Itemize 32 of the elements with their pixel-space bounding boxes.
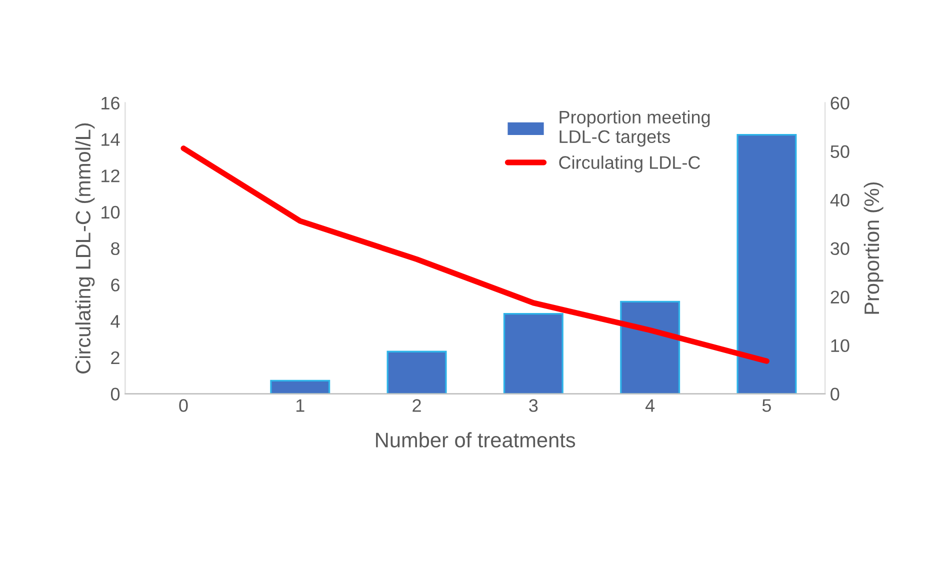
y-tick-label: 14 xyxy=(102,133,120,146)
bar xyxy=(270,380,330,394)
y-tick-label: 10 xyxy=(102,206,120,219)
bar xyxy=(503,312,564,394)
legend-label: Proportion meeting LDL-C targets xyxy=(560,110,710,147)
y2-axis-title: Proportion (%) xyxy=(864,182,884,314)
y2-tick-label: 50 xyxy=(830,145,850,158)
y-tick-label: 8 xyxy=(111,242,120,256)
bar xyxy=(620,300,680,394)
y-tick-label: 2 xyxy=(111,351,120,364)
x-tick-label: 4 xyxy=(645,399,655,412)
y2-tick-label: 10 xyxy=(831,339,850,352)
x-tick-label: 3 xyxy=(529,399,538,412)
y-tick-label: 12 xyxy=(102,170,120,182)
x-axis-title: Number of treatments xyxy=(376,432,576,448)
legend-label: Circulating LDL-C xyxy=(559,156,700,172)
y2-tick-label: 30 xyxy=(830,242,850,256)
y-tick-label: 4 xyxy=(110,315,120,328)
y2-tick-label: 0 xyxy=(830,388,840,401)
y-tick-label: 6 xyxy=(111,278,120,292)
y-tick-label: 0 xyxy=(110,388,120,401)
y2-tick-label: 20 xyxy=(830,290,850,304)
y-axis-title: Circulating LDL-C (mmol/L) xyxy=(75,123,95,374)
y2-tick-label: 60 xyxy=(830,96,850,110)
x-tick-label: 0 xyxy=(179,399,188,412)
x-tick-label: 2 xyxy=(412,399,421,412)
x-tick-label: 5 xyxy=(762,399,771,412)
x-tick-label: 1 xyxy=(296,399,304,412)
y-tick-label: 16 xyxy=(102,96,120,110)
bar xyxy=(736,134,797,394)
y2-tick-label: 40 xyxy=(830,194,850,207)
bar xyxy=(386,350,447,394)
